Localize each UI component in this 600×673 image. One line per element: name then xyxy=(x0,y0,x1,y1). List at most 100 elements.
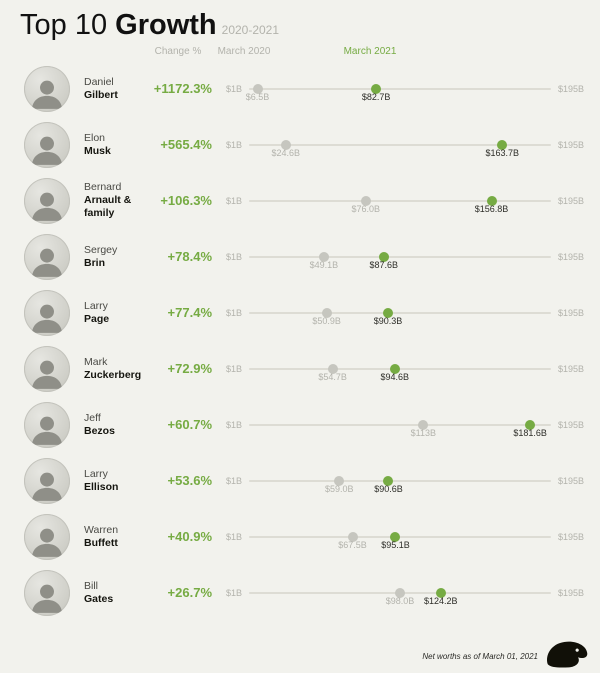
dot-march-2020: $50.9B xyxy=(312,307,341,326)
person-name: Elon Musk xyxy=(84,132,152,158)
dot-march-2021: $94.6B xyxy=(380,363,409,382)
person-last-name: Zuckerberg xyxy=(84,368,142,381)
dot-march-2020: $59.0B xyxy=(325,475,354,494)
axis-track: $50.9B $90.3B xyxy=(249,307,551,326)
axis-track: $54.7B $94.6B xyxy=(249,363,551,382)
person-last-name: Bezos xyxy=(84,424,115,437)
person-last-name: Ellison xyxy=(84,480,119,493)
axis-track: $6.5B $82.7B xyxy=(246,83,551,102)
axis-min-label: $1B xyxy=(225,419,242,430)
avatar xyxy=(24,457,70,504)
value-label-march-2020: $50.9B xyxy=(312,315,341,326)
change-percent: +1172.3% xyxy=(153,81,212,97)
dot-march-2020: $24.6B xyxy=(271,139,300,158)
person-last-name: Page xyxy=(84,312,110,325)
title-bold: Growth xyxy=(115,9,217,41)
person-row: Larry Page +77.4% $1B $50.9B $90.3B $195… xyxy=(0,285,600,341)
value-label-march-2021: $82.7B xyxy=(361,91,391,102)
axis-min-label: $1B xyxy=(225,83,242,94)
avatar xyxy=(24,233,70,280)
axis-max-label: $195B xyxy=(558,139,585,150)
value-label-march-2020: $6.5B xyxy=(245,91,270,102)
dumbbell-chart: $1B $50.9B $90.3B $195B xyxy=(212,285,600,341)
column-headers: Change % March 2020 March 2021 xyxy=(0,46,600,61)
dumbbell-chart: $1B $113B $181.6B $195B xyxy=(212,397,600,453)
person-last-name: Buffett xyxy=(84,536,118,549)
change-percent: +60.7% xyxy=(167,417,212,433)
dot-march-2021: $95.1B xyxy=(381,531,410,550)
person-silhouette-icon xyxy=(31,584,63,613)
dot-march-2021: $156.8B xyxy=(475,195,508,214)
publisher-logo-icon xyxy=(547,641,588,668)
dot-march-2021: $181.6B xyxy=(513,419,547,438)
value-label-march-2020: $49.1B xyxy=(309,259,339,270)
title-subtitle: 2020-2021 xyxy=(221,23,280,37)
person-first-name: Daniel xyxy=(84,75,114,88)
dot-march-2021: $90.6B xyxy=(374,475,403,494)
person-row: Mark Zuckerberg +72.9% $1B $54.7B $94.6B… xyxy=(0,341,600,397)
person-first-name: Larry xyxy=(84,467,108,480)
avatar xyxy=(24,513,70,560)
dot-march-2020: $49.1B xyxy=(310,251,338,270)
avatar xyxy=(24,345,70,392)
axis-min-label: $1B xyxy=(225,587,242,598)
change-percent: +78.4% xyxy=(167,249,212,265)
axis-max-label: $195B xyxy=(558,195,585,206)
axis-min-label: $1B xyxy=(225,363,242,374)
person-last-name: Musk xyxy=(84,144,111,157)
person-name: Warren Buffett xyxy=(84,524,152,550)
axis-min-label: $1B xyxy=(225,307,242,318)
person-name: Bill Gates xyxy=(84,580,152,606)
person-name: Larry Ellison xyxy=(84,468,152,494)
dot-march-2021: $163.7B xyxy=(486,139,519,158)
person-silhouette-icon xyxy=(31,248,63,277)
title-light: Top 10 xyxy=(20,9,116,41)
value-label-march-2021: $90.3B xyxy=(373,315,403,326)
avatar xyxy=(24,401,70,448)
value-label-march-2021: $181.6B xyxy=(513,427,547,438)
person-rows: Daniel Gilbert +1172.3% $1B $6.5B $82.7B… xyxy=(0,61,600,621)
change-percent: +565.4% xyxy=(160,137,212,153)
axis-max-label: $195B xyxy=(558,307,585,318)
person-last-name: Arnault & family xyxy=(84,194,132,220)
person-row: Daniel Gilbert +1172.3% $1B $6.5B $82.7B… xyxy=(0,61,600,117)
axis-min-label: $1B xyxy=(225,139,242,150)
value-label-march-2021: $163.7B xyxy=(485,147,520,158)
person-silhouette-icon xyxy=(31,136,63,165)
person-silhouette-icon xyxy=(31,472,63,501)
person-silhouette-icon xyxy=(31,360,63,389)
avatar xyxy=(24,65,70,112)
dumbbell-chart: $1B $98.0B $124.2B $195B xyxy=(212,565,600,621)
value-label-march-2020: $113B xyxy=(410,427,437,438)
person-row: Larry Ellison +53.6% $1B $59.0B $90.6B $… xyxy=(0,453,600,509)
axis-min-label: $1B xyxy=(225,251,242,262)
axis-min-label: $1B xyxy=(225,195,242,206)
column-header-march-2020: March 2020 xyxy=(217,45,271,57)
axis-max-label: $195B xyxy=(558,475,585,486)
dumbbell-chart: $1B $67.5B $95.1B $195B xyxy=(212,509,600,565)
axis-track: $49.1B $87.6B xyxy=(249,251,551,270)
axis-track: $98.0B $124.2B xyxy=(249,587,551,606)
person-name: Jeff Bezos xyxy=(84,412,152,438)
person-first-name: Jeff xyxy=(84,411,101,424)
dot-march-2021: $82.7B xyxy=(362,83,390,102)
dot-march-2021: $90.3B xyxy=(374,307,402,326)
axis-min-label: $1B xyxy=(225,531,242,542)
dumbbell-chart: $1B $76.0B $156.8B $195B xyxy=(212,173,600,229)
dumbbell-chart: $1B $24.6B $163.7B $195B xyxy=(212,117,600,173)
value-label-march-2021: $94.6B xyxy=(380,371,409,382)
avatar xyxy=(24,569,70,616)
change-percent: +40.9% xyxy=(167,529,212,545)
footnote: Net worths as of March 01, 2021 xyxy=(422,652,538,661)
person-silhouette-icon xyxy=(31,304,63,333)
change-percent: +106.3% xyxy=(160,193,212,209)
dumbbell-chart: $1B $54.7B $94.6B $195B xyxy=(212,341,600,397)
axis-track: $59.0B $90.6B xyxy=(249,475,551,494)
axis-max-label: $195B xyxy=(558,419,585,430)
person-row: Bernard Arnault & family +106.3% $1B $76… xyxy=(0,173,600,229)
axis-max-label: $195B xyxy=(558,363,585,374)
dumbbell-chart: $1B $49.1B $87.6B $195B xyxy=(212,229,600,285)
value-label-march-2020: $54.7B xyxy=(318,371,347,382)
column-header-change: Change % xyxy=(154,45,202,57)
person-first-name: Warren xyxy=(84,523,119,536)
